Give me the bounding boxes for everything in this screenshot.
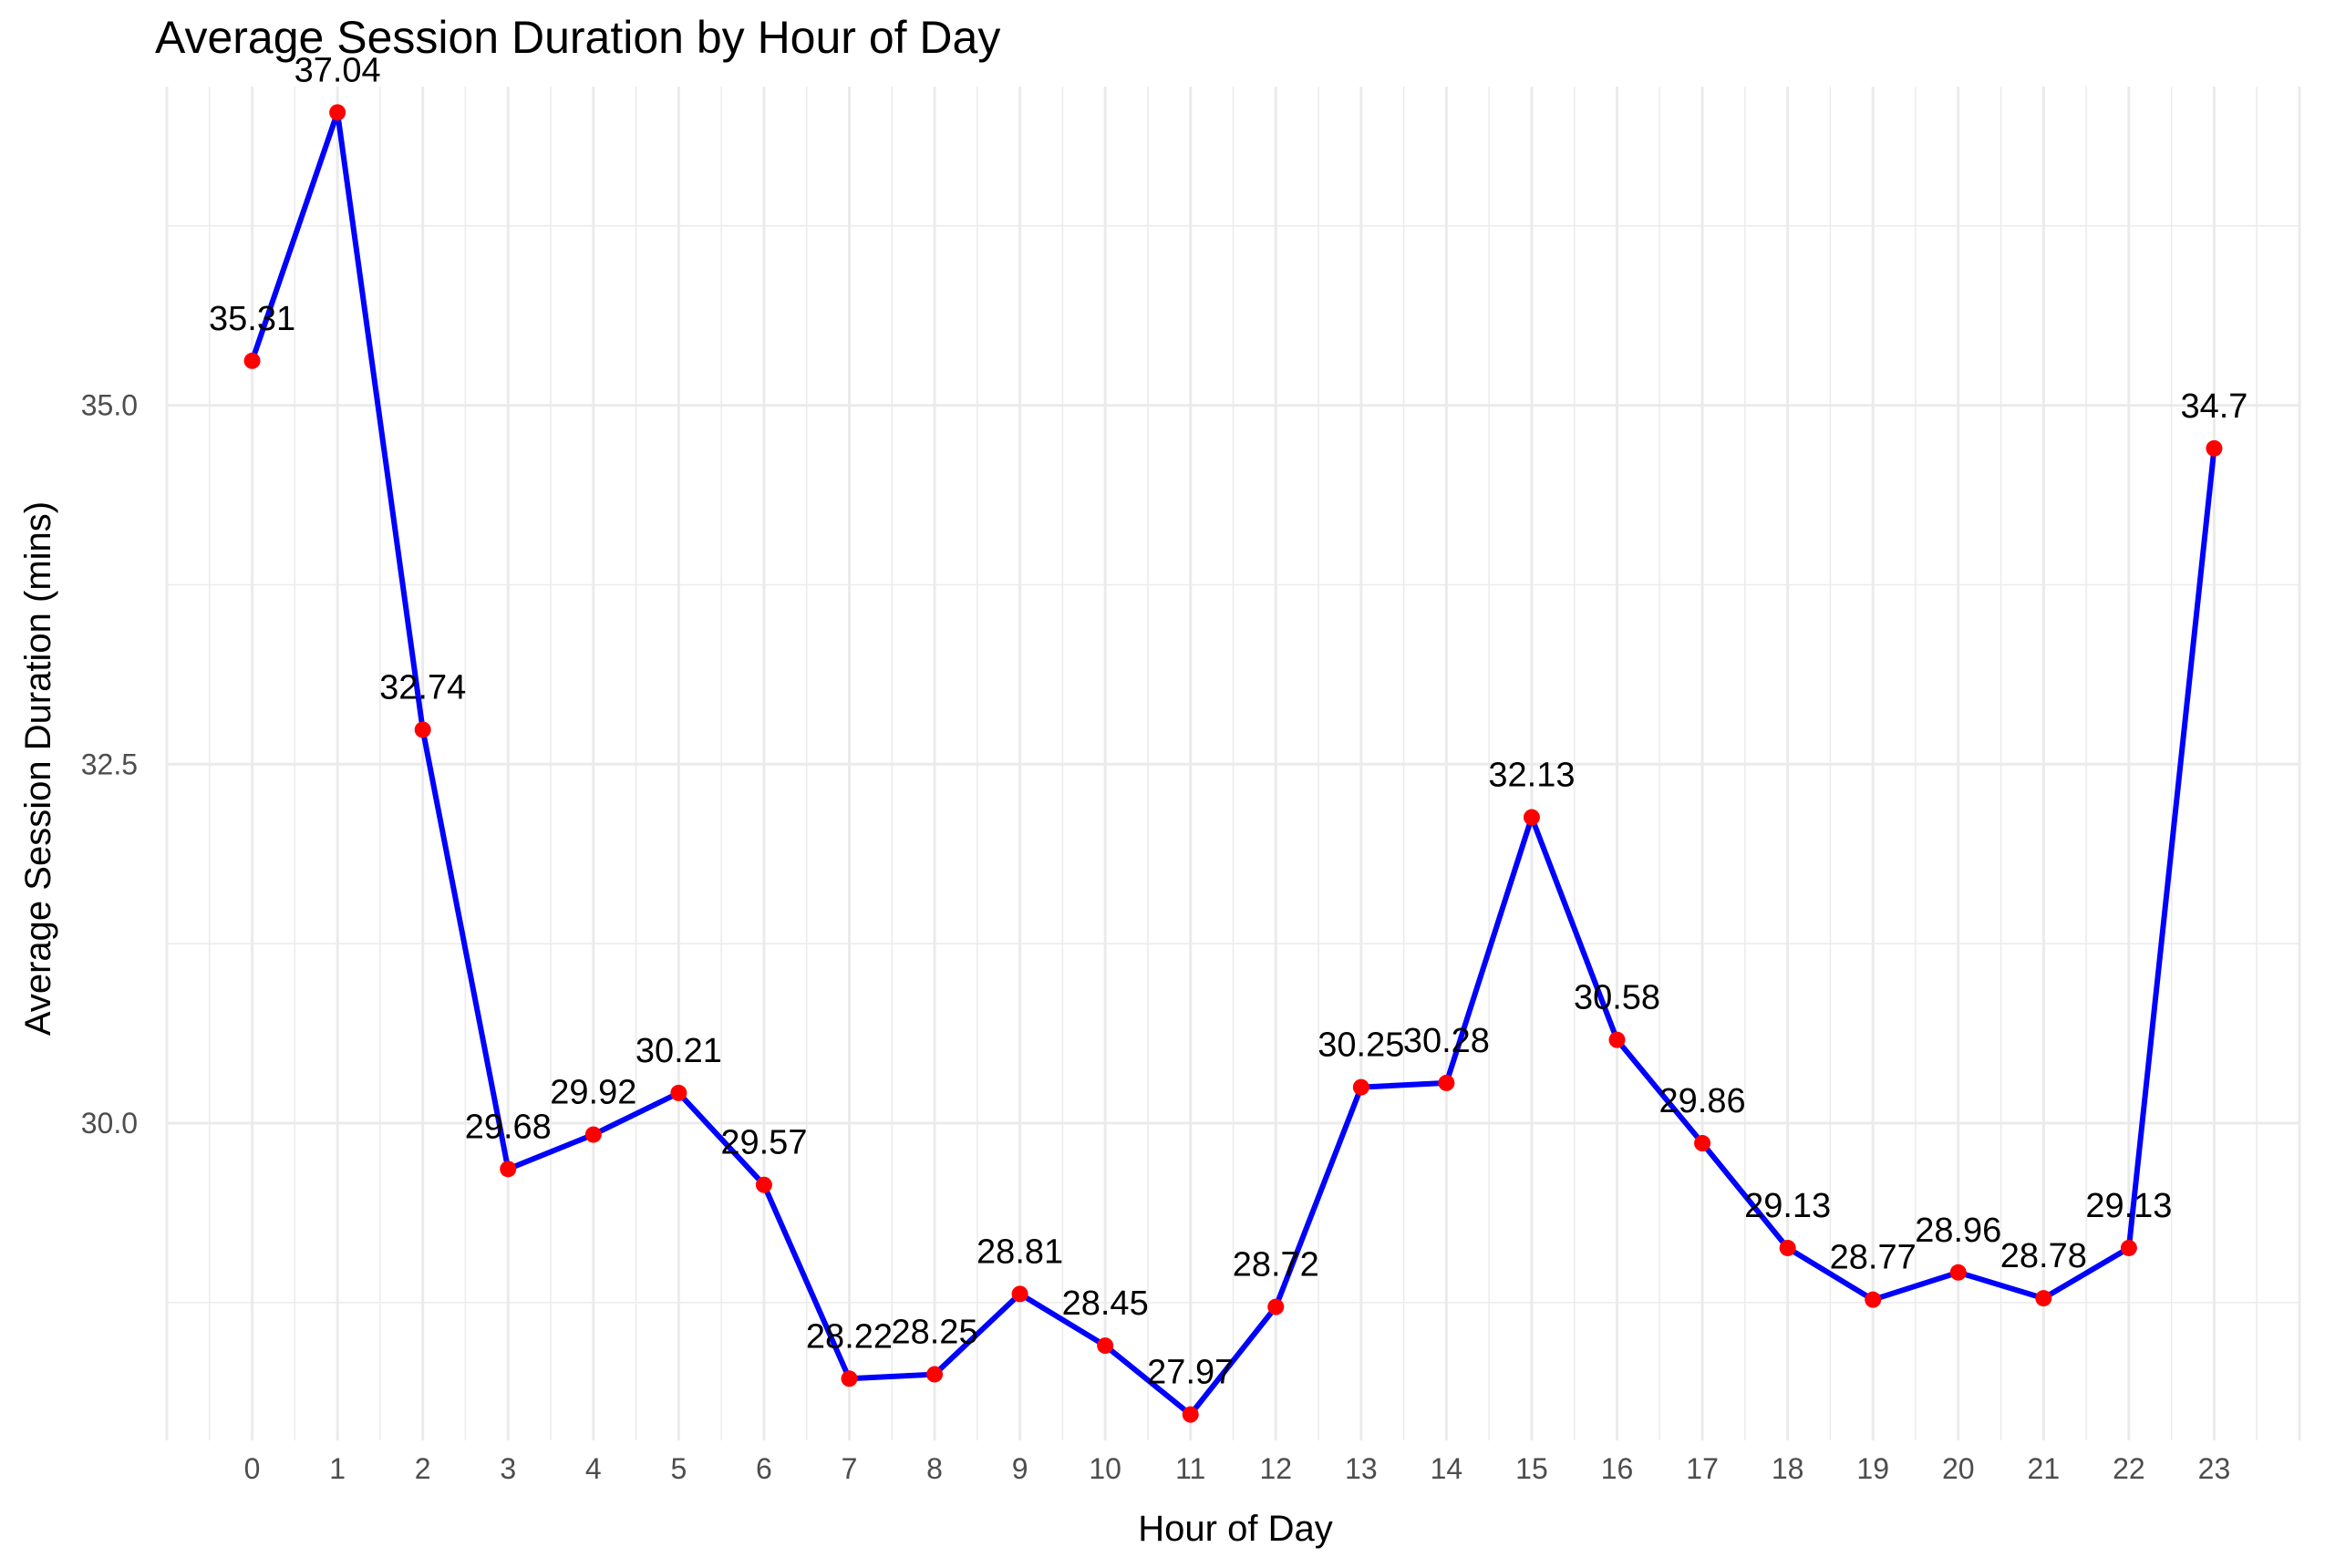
data-points [243, 104, 2223, 1423]
data-label: 27.97 [1147, 1354, 1234, 1392]
x-axis-label: Hour of Day [1138, 1509, 1332, 1549]
data-point [414, 721, 431, 738]
data-point [1182, 1406, 1199, 1423]
data-point [1438, 1074, 1455, 1091]
x-axis-ticks: 0 1 2 3 4 5 6 7 8 9 10 11 12 13 14 15 16 17 18 19 20 21 22 23 [244, 1452, 2231, 1485]
data-point [1523, 809, 1540, 826]
data-label: 29.57 [720, 1124, 807, 1162]
data-point [670, 1084, 687, 1101]
x-tick-label: 14 [1431, 1452, 1463, 1485]
data-label: 32.74 [379, 668, 466, 707]
y-axis-label: Average Session Duration (mins) [18, 501, 58, 1036]
data-label: 30.28 [1403, 1022, 1490, 1060]
x-tick-label: 1 [329, 1452, 346, 1485]
data-point [2120, 1239, 2137, 1256]
series-line [249, 109, 2217, 1418]
data-label: 30.58 [1574, 979, 1660, 1017]
data-label: 28.25 [891, 1314, 977, 1352]
data-label: 30.21 [636, 1032, 722, 1070]
data-point [584, 1126, 602, 1143]
y-tick-label: 30.0 [81, 1107, 138, 1140]
x-tick-label: 19 [1856, 1452, 1889, 1485]
data-point [1267, 1298, 1285, 1315]
x-tick-label: 21 [2028, 1452, 2061, 1485]
data-label: 32.13 [1488, 757, 1575, 795]
data-point [2206, 439, 2223, 457]
data-label: 37.04 [294, 51, 381, 89]
data-point [926, 1366, 944, 1383]
x-tick-label: 0 [244, 1452, 261, 1485]
y-tick-label: 35.0 [81, 389, 138, 422]
data-point [500, 1161, 517, 1178]
x-tick-label: 4 [585, 1452, 602, 1485]
data-label: 34.7 [2180, 387, 2248, 426]
data-point [329, 104, 346, 121]
x-tick-label: 17 [1686, 1452, 1719, 1485]
data-label: 28.81 [976, 1233, 1063, 1271]
data-label: 29.86 [1659, 1082, 1746, 1120]
data-point [1779, 1239, 1796, 1256]
chart-title: Average Session Duration by Hour of Day [155, 12, 1000, 63]
x-tick-label: 15 [1515, 1452, 1548, 1485]
data-label: 28.72 [1233, 1246, 1319, 1284]
y-axis-ticks: 30.0 32.5 35.0 [81, 389, 138, 1140]
x-tick-label: 18 [1772, 1452, 1804, 1485]
data-label: 30.25 [1318, 1026, 1404, 1065]
x-tick-label: 10 [1089, 1452, 1121, 1485]
x-tick-label: 22 [2113, 1452, 2145, 1485]
data-label: 28.78 [2000, 1237, 2087, 1275]
x-tick-label: 12 [1259, 1452, 1292, 1485]
x-tick-label: 2 [415, 1452, 431, 1485]
data-point [243, 352, 261, 369]
data-label: 28.22 [806, 1317, 893, 1356]
data-point [1352, 1078, 1369, 1096]
data-point [1949, 1264, 1967, 1281]
x-tick-label: 11 [1175, 1452, 1205, 1485]
x-tick-label: 6 [756, 1452, 772, 1485]
x-tick-label: 7 [842, 1452, 858, 1485]
data-label: 28.77 [1830, 1239, 1917, 1277]
y-tick-label: 32.5 [81, 748, 138, 780]
x-tick-label: 13 [1345, 1452, 1378, 1485]
x-tick-label: 16 [1601, 1452, 1634, 1485]
data-point [1097, 1337, 1114, 1355]
data-point [2035, 1290, 2052, 1307]
data-point [1694, 1135, 1711, 1152]
data-label: 35.31 [209, 300, 295, 338]
data-label: 29.13 [2085, 1187, 2172, 1225]
series-line-group [249, 109, 2217, 1418]
data-label: 28.96 [1915, 1212, 2001, 1250]
data-point [1865, 1291, 1882, 1308]
data-label: 29.13 [1744, 1187, 1831, 1225]
data-label: 29.92 [550, 1074, 636, 1112]
data-point [755, 1176, 772, 1193]
x-tick-label: 23 [2198, 1452, 2231, 1485]
x-tick-label: 8 [926, 1452, 943, 1485]
data-point [1011, 1285, 1028, 1303]
x-tick-label: 3 [500, 1452, 516, 1485]
data-point [841, 1370, 858, 1387]
data-label: 29.68 [465, 1108, 552, 1146]
grid-lines [165, 87, 2301, 1440]
data-label: 28.45 [1062, 1284, 1149, 1323]
x-tick-label: 9 [1012, 1452, 1028, 1485]
x-tick-label: 20 [1942, 1452, 1975, 1485]
x-tick-label: 5 [670, 1452, 687, 1485]
data-point [1608, 1031, 1626, 1048]
